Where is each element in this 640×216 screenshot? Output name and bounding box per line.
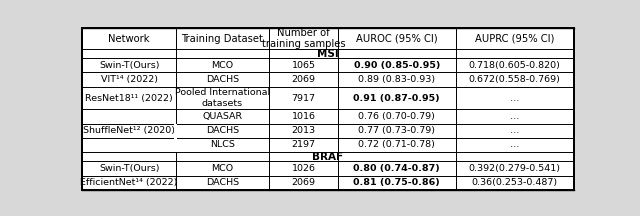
Text: 1016: 1016 [291, 112, 316, 121]
Text: NLCS: NLCS [210, 140, 235, 149]
Text: ResNet18¹¹ (2022): ResNet18¹¹ (2022) [85, 94, 173, 103]
Text: 2013: 2013 [291, 126, 316, 135]
Text: 2069: 2069 [291, 178, 316, 187]
Text: …: … [510, 140, 519, 149]
Text: 0.72 (0.71-0.78): 0.72 (0.71-0.78) [358, 140, 435, 149]
Text: BRAF: BRAF [312, 152, 344, 162]
Text: 0.672(0.558-0.769): 0.672(0.558-0.769) [468, 75, 561, 84]
Text: 0.81 (0.75-0.86): 0.81 (0.75-0.86) [353, 178, 440, 187]
Text: 2069: 2069 [291, 75, 316, 84]
Text: 0.80 (0.74-0.87): 0.80 (0.74-0.87) [353, 164, 440, 173]
Text: 0.392(0.279-0.541): 0.392(0.279-0.541) [468, 164, 561, 173]
Text: …: … [510, 94, 519, 103]
Text: Training Dataset: Training Dataset [182, 34, 264, 44]
Text: EfficientNet¹⁴ (2022): EfficientNet¹⁴ (2022) [81, 178, 178, 187]
Text: 0.36(0.253-0.487): 0.36(0.253-0.487) [472, 178, 557, 187]
Text: MCO: MCO [211, 61, 234, 70]
Text: QUASAR: QUASAR [202, 112, 243, 121]
Text: AUROC (95% CI): AUROC (95% CI) [356, 34, 438, 44]
Text: 0.77 (0.73-0.79): 0.77 (0.73-0.79) [358, 126, 435, 135]
Text: VIT¹⁴ (2022): VIT¹⁴ (2022) [100, 75, 157, 84]
Text: 7917: 7917 [291, 94, 316, 103]
Text: AUPRC (95% CI): AUPRC (95% CI) [475, 34, 554, 44]
Text: DACHS: DACHS [206, 126, 239, 135]
Bar [174, 124, 177, 138]
Bar [174, 138, 177, 152]
Text: 0.89 (0.83-0.93): 0.89 (0.83-0.93) [358, 75, 435, 84]
Text: 1065: 1065 [291, 61, 316, 70]
Text: MSI: MSI [317, 49, 339, 59]
Text: 0.91 (0.87-0.95): 0.91 (0.87-0.95) [353, 94, 440, 103]
Text: 2197: 2197 [291, 140, 316, 149]
Text: Network: Network [108, 34, 150, 44]
Text: …: … [510, 126, 519, 135]
Text: 0.718(0.605-0.820): 0.718(0.605-0.820) [468, 61, 561, 70]
Text: Swin-T(Ours): Swin-T(Ours) [99, 164, 159, 173]
Text: Number of
training samples: Number of training samples [262, 28, 345, 49]
Text: MCO: MCO [211, 164, 234, 173]
Text: 0.90 (0.85-0.95): 0.90 (0.85-0.95) [353, 61, 440, 70]
Text: Swin-T(Ours): Swin-T(Ours) [99, 61, 159, 70]
Text: DACHS: DACHS [206, 178, 239, 187]
Text: Pooled International
datasets: Pooled International datasets [175, 88, 270, 108]
Text: ShuffleNet¹² (2020): ShuffleNet¹² (2020) [83, 126, 175, 135]
Text: 1026: 1026 [291, 164, 316, 173]
Text: …: … [510, 112, 519, 121]
Text: DACHS: DACHS [206, 75, 239, 84]
Text: 0.76 (0.70-0.79): 0.76 (0.70-0.79) [358, 112, 435, 121]
